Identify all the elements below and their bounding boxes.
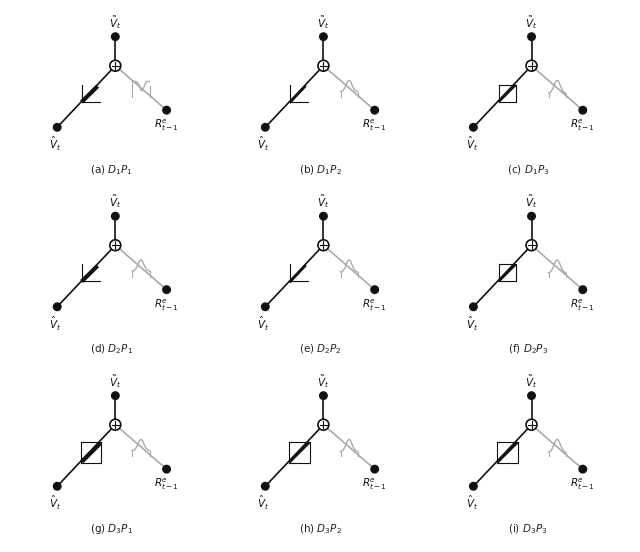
Text: (h) $D_3P_2$: (h) $D_3P_2$: [298, 522, 342, 536]
Circle shape: [53, 482, 61, 490]
Text: $\tilde{V}_t$: $\tilde{V}_t$: [525, 14, 538, 31]
Text: $\tilde{V}_t$: $\tilde{V}_t$: [525, 373, 538, 390]
Circle shape: [526, 420, 537, 430]
Circle shape: [579, 465, 587, 473]
Circle shape: [319, 33, 327, 40]
Circle shape: [163, 107, 170, 114]
Circle shape: [526, 60, 537, 71]
Text: $\tilde{V}_t$: $\tilde{V}_t$: [109, 193, 122, 210]
Circle shape: [318, 420, 329, 430]
Text: $\hat{V}_t$: $\hat{V}_t$: [465, 494, 478, 512]
Text: $\hat{V}_t$: $\hat{V}_t$: [465, 135, 478, 153]
Circle shape: [528, 213, 535, 220]
Circle shape: [163, 286, 170, 294]
Text: $R^e_{t-1}$: $R^e_{t-1}$: [570, 477, 595, 492]
Text: $\tilde{V}_t$: $\tilde{V}_t$: [317, 14, 330, 31]
Text: $R^e_{t-1}$: $R^e_{t-1}$: [154, 477, 179, 492]
Circle shape: [371, 286, 378, 294]
Circle shape: [470, 124, 477, 131]
Text: $\tilde{V}_t$: $\tilde{V}_t$: [317, 373, 330, 390]
Text: $R^e_{t-1}$: $R^e_{t-1}$: [362, 477, 387, 492]
Text: $R^e_{t-1}$: $R^e_{t-1}$: [362, 118, 387, 133]
Circle shape: [53, 124, 61, 131]
Text: (g) $D_3P_1$: (g) $D_3P_1$: [90, 522, 134, 536]
Circle shape: [526, 240, 537, 251]
Circle shape: [470, 303, 477, 311]
Circle shape: [111, 392, 119, 400]
Text: (d) $D_2P_1$: (d) $D_2P_1$: [90, 343, 134, 357]
Circle shape: [579, 107, 587, 114]
Text: $\tilde{V}_t$: $\tilde{V}_t$: [525, 193, 538, 210]
Text: $\tilde{V}_t$: $\tilde{V}_t$: [109, 14, 122, 31]
Circle shape: [319, 213, 327, 220]
Text: $R^e_{t-1}$: $R^e_{t-1}$: [362, 298, 387, 313]
Circle shape: [262, 124, 269, 131]
Circle shape: [319, 392, 327, 400]
Text: (c) $D_1P_3$: (c) $D_1P_3$: [507, 163, 549, 177]
Circle shape: [318, 60, 329, 71]
Text: $\tilde{V}_t$: $\tilde{V}_t$: [317, 193, 330, 210]
Text: $R^e_{t-1}$: $R^e_{t-1}$: [570, 298, 595, 313]
Circle shape: [371, 107, 378, 114]
Circle shape: [470, 482, 477, 490]
Text: $R^e_{t-1}$: $R^e_{t-1}$: [154, 298, 179, 313]
Circle shape: [110, 420, 121, 430]
Circle shape: [528, 392, 535, 400]
Text: $\hat{V}_t$: $\hat{V}_t$: [257, 135, 269, 153]
Circle shape: [110, 240, 121, 251]
Text: $\hat{V}_t$: $\hat{V}_t$: [257, 315, 269, 332]
Text: $\hat{V}_t$: $\hat{V}_t$: [465, 315, 478, 332]
Text: (i) $D_3P_3$: (i) $D_3P_3$: [508, 522, 548, 536]
Circle shape: [262, 482, 269, 490]
Circle shape: [579, 286, 587, 294]
Circle shape: [371, 465, 378, 473]
Circle shape: [111, 213, 119, 220]
Text: $\hat{V}_t$: $\hat{V}_t$: [49, 315, 61, 332]
Text: $R^e_{t-1}$: $R^e_{t-1}$: [570, 118, 595, 133]
Circle shape: [110, 60, 121, 71]
Circle shape: [318, 240, 329, 251]
Text: (b) $D_1P_2$: (b) $D_1P_2$: [298, 163, 342, 177]
Circle shape: [53, 303, 61, 311]
Text: (a) $D_1P_1$: (a) $D_1P_1$: [90, 163, 133, 177]
Text: (f) $D_2P_3$: (f) $D_2P_3$: [508, 343, 548, 357]
Text: $\hat{V}_t$: $\hat{V}_t$: [49, 494, 61, 512]
Text: (e) $D_2P_2$: (e) $D_2P_2$: [299, 343, 341, 357]
Text: $R^e_{t-1}$: $R^e_{t-1}$: [154, 118, 179, 133]
Text: $\hat{V}_t$: $\hat{V}_t$: [257, 494, 269, 512]
Circle shape: [528, 33, 535, 40]
Circle shape: [163, 465, 170, 473]
Text: $\tilde{V}_t$: $\tilde{V}_t$: [109, 373, 122, 390]
Circle shape: [262, 303, 269, 311]
Text: $\hat{V}_t$: $\hat{V}_t$: [49, 135, 61, 153]
Circle shape: [111, 33, 119, 40]
